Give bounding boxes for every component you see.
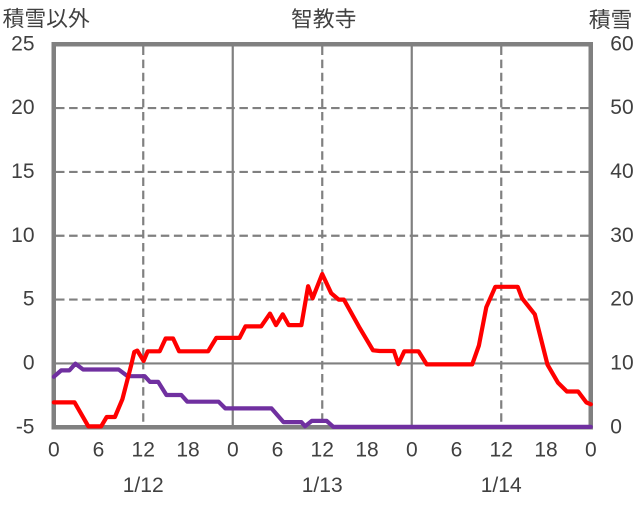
svg-text:0: 0 xyxy=(406,438,418,461)
svg-text:0: 0 xyxy=(227,438,239,461)
svg-text:60: 60 xyxy=(610,32,633,55)
svg-text:30: 30 xyxy=(610,224,633,247)
svg-text:0: 0 xyxy=(610,415,622,438)
svg-text:18: 18 xyxy=(355,438,378,461)
svg-text:18: 18 xyxy=(176,438,199,461)
svg-text:12: 12 xyxy=(490,438,513,461)
svg-text:0: 0 xyxy=(48,438,60,461)
svg-text:6: 6 xyxy=(93,438,105,461)
svg-text:10: 10 xyxy=(11,224,34,247)
svg-text:40: 40 xyxy=(610,160,633,183)
svg-text:1/13: 1/13 xyxy=(302,474,343,497)
svg-text:10: 10 xyxy=(610,352,633,375)
svg-text:12: 12 xyxy=(311,438,334,461)
svg-text:0: 0 xyxy=(23,352,35,375)
svg-text:15: 15 xyxy=(11,160,34,183)
svg-text:25: 25 xyxy=(11,32,34,55)
svg-text:18: 18 xyxy=(534,438,557,461)
svg-text:-5: -5 xyxy=(16,415,35,438)
svg-text:1/12: 1/12 xyxy=(123,474,164,497)
svg-text:0: 0 xyxy=(585,438,597,461)
svg-text:20: 20 xyxy=(610,288,633,311)
svg-text:6: 6 xyxy=(451,438,463,461)
svg-text:5: 5 xyxy=(23,288,35,311)
svg-text:20: 20 xyxy=(11,96,34,119)
svg-text:1/14: 1/14 xyxy=(481,474,522,497)
svg-text:50: 50 xyxy=(610,96,633,119)
svg-text:6: 6 xyxy=(272,438,284,461)
svg-text:12: 12 xyxy=(132,438,155,461)
